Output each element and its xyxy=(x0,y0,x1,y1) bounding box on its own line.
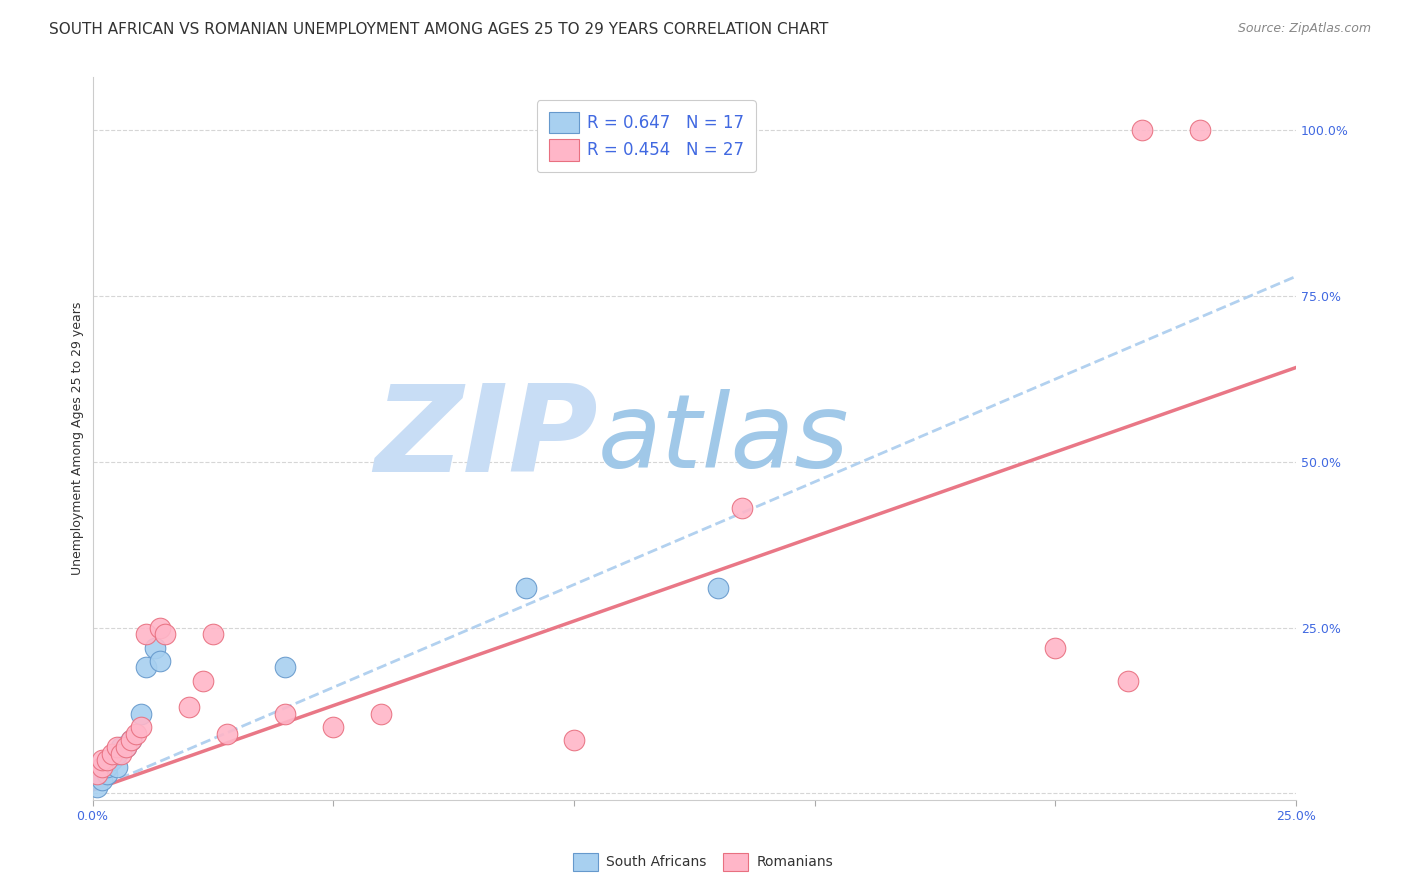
Point xyxy=(217,727,239,741)
Point xyxy=(274,660,297,674)
Point xyxy=(562,733,585,747)
Point xyxy=(1045,640,1067,655)
Point xyxy=(110,739,132,754)
Point xyxy=(101,753,124,767)
Point xyxy=(193,673,215,688)
Point xyxy=(96,753,118,767)
Legend: R = 0.647   N = 17, R = 0.454   N = 27: R = 0.647 N = 17, R = 0.454 N = 27 xyxy=(537,100,755,172)
Point xyxy=(1188,123,1211,137)
Point xyxy=(135,660,157,674)
Point xyxy=(96,760,118,774)
Point xyxy=(91,773,114,788)
Text: ZIP: ZIP xyxy=(374,380,598,497)
Point xyxy=(115,739,138,754)
Point xyxy=(143,640,166,655)
Point xyxy=(105,747,128,761)
Point xyxy=(731,501,754,516)
Point xyxy=(96,766,118,780)
Point xyxy=(91,760,114,774)
Point xyxy=(129,706,152,721)
Legend: South Africans, Romanians: South Africans, Romanians xyxy=(567,847,839,876)
Point xyxy=(125,727,148,741)
Point xyxy=(707,581,730,595)
Point xyxy=(1116,673,1139,688)
Point xyxy=(515,581,537,595)
Point xyxy=(120,733,142,747)
Point xyxy=(149,621,172,635)
Point xyxy=(177,700,200,714)
Point xyxy=(110,747,132,761)
Point xyxy=(149,654,172,668)
Point xyxy=(129,720,152,734)
Point xyxy=(115,739,138,754)
Point xyxy=(86,780,108,794)
Point xyxy=(1130,123,1153,137)
Point xyxy=(201,627,224,641)
Point xyxy=(86,766,108,780)
Text: SOUTH AFRICAN VS ROMANIAN UNEMPLOYMENT AMONG AGES 25 TO 29 YEARS CORRELATION CHA: SOUTH AFRICAN VS ROMANIAN UNEMPLOYMENT A… xyxy=(49,22,828,37)
Point xyxy=(105,739,128,754)
Point xyxy=(153,627,176,641)
Text: atlas: atlas xyxy=(598,389,849,489)
Point xyxy=(322,720,344,734)
Point xyxy=(135,627,157,641)
Y-axis label: Unemployment Among Ages 25 to 29 years: Unemployment Among Ages 25 to 29 years xyxy=(72,302,84,575)
Point xyxy=(91,753,114,767)
Point xyxy=(274,706,297,721)
Text: Source: ZipAtlas.com: Source: ZipAtlas.com xyxy=(1237,22,1371,36)
Point xyxy=(370,706,392,721)
Point xyxy=(105,760,128,774)
Point xyxy=(101,747,124,761)
Point xyxy=(120,733,142,747)
